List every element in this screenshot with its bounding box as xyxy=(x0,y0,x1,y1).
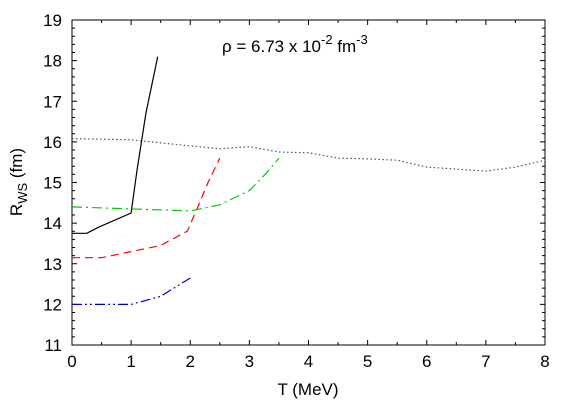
x-tick-label: 4 xyxy=(304,352,313,371)
annotation-exp1: -2 xyxy=(321,32,333,47)
y-tick-label: 13 xyxy=(43,255,62,274)
x-tick-label: 5 xyxy=(363,352,372,371)
x-tick-label: 2 xyxy=(186,352,195,371)
density-annotation: ρ = 6.73 x 10-2 fm-3 xyxy=(222,32,368,56)
y-axis-title-main: R xyxy=(7,204,26,216)
y-axis-title-sub: WS xyxy=(15,183,30,204)
x-tick-label: 0 xyxy=(67,352,76,371)
series-line-3 xyxy=(71,157,280,212)
x-tick-label: 8 xyxy=(540,352,549,371)
x-axis-title: T (MeV) xyxy=(277,380,338,399)
y-tick-label: 11 xyxy=(44,336,62,355)
y-tick-label: 14 xyxy=(43,214,62,233)
y-tick-label: 12 xyxy=(43,295,62,314)
annotation-prefix: ρ = 6.73 x 10 xyxy=(222,37,321,56)
y-tick-label: 17 xyxy=(43,92,62,111)
y-axis-title-tail: (fm) xyxy=(7,148,26,183)
x-tick-label: 3 xyxy=(245,352,254,371)
series-line-4 xyxy=(72,277,191,305)
series-line-2 xyxy=(72,157,221,259)
annotation-unit: fm xyxy=(333,37,357,56)
x-tick-label: 7 xyxy=(481,352,490,371)
series-layer xyxy=(71,56,546,305)
y-tick-label: 19 xyxy=(43,11,62,30)
x-tick-label: 1 xyxy=(126,352,135,371)
series-line-5 xyxy=(71,138,546,172)
x-tick-label: 6 xyxy=(422,352,431,371)
annotation-exp2: -3 xyxy=(356,32,368,47)
plot-frame xyxy=(71,19,546,346)
y-tick-label: 18 xyxy=(43,52,62,71)
y-tick-label: 16 xyxy=(43,133,62,152)
y-tick-label: 15 xyxy=(43,174,62,193)
y-axis-title: RWS (fm) xyxy=(7,148,30,216)
series-line-1 xyxy=(72,56,159,234)
